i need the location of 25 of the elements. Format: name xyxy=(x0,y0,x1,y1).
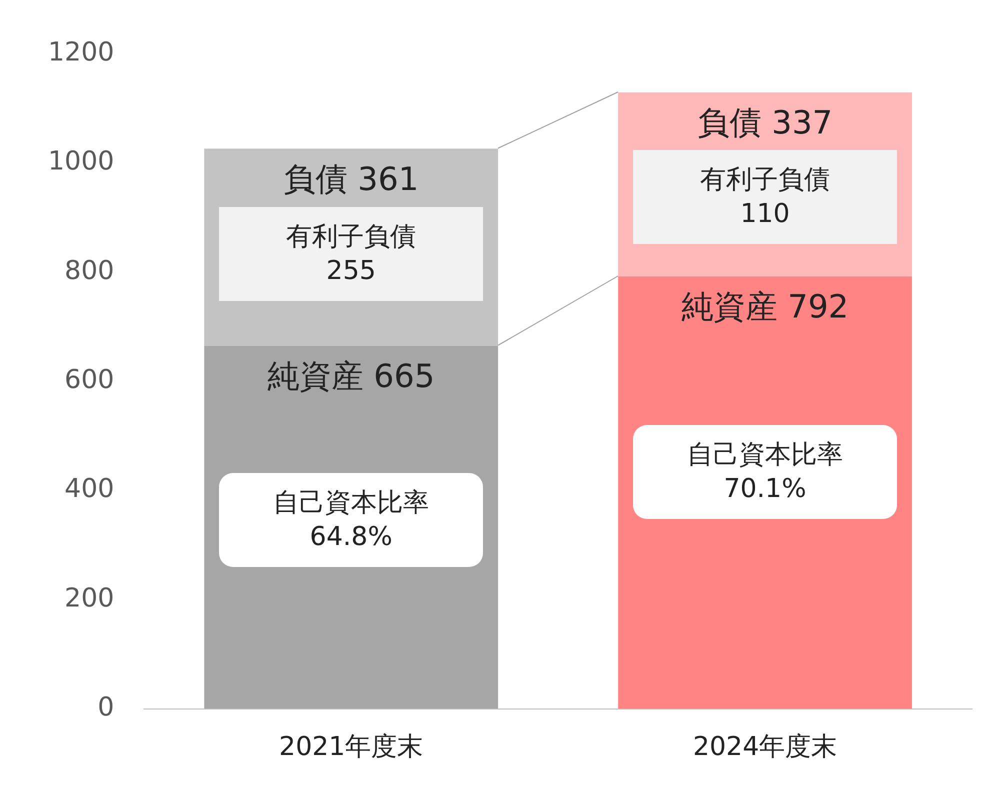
series-label: 負債 xyxy=(284,160,358,198)
text: 負債 xyxy=(697,104,762,142)
y-tick-label: 0 xyxy=(98,692,114,723)
data-label: 361 xyxy=(358,160,419,198)
y-tick-label: 400 xyxy=(64,474,114,504)
note-box: 自己資本比率 70.1% xyxy=(632,424,898,519)
note-box: 有利子負債 110 xyxy=(632,150,898,244)
data-label: 337 xyxy=(772,104,833,142)
note-box: 有利子負債 255 xyxy=(218,206,484,301)
x-tick-label: 2021年度末 xyxy=(279,732,424,762)
y-tick-label: 800 xyxy=(64,256,114,286)
annotation: 有利子負債 110 xyxy=(700,164,830,232)
y-tick-label: 200 xyxy=(64,583,114,614)
note-box: 自己資本比率 64.8% xyxy=(218,473,484,568)
data-label: 665 xyxy=(374,357,435,396)
legend-label: 純資産 xyxy=(681,288,788,326)
annotation: 自己資本比率 70.1% xyxy=(687,438,844,506)
x-tick-label: 2024年度末 xyxy=(692,732,838,762)
y-tick-label: 1200 xyxy=(48,37,114,68)
data-label: 792 xyxy=(788,288,849,326)
y-tick-label: 600 xyxy=(64,364,114,395)
annotation: 自己資本比率 64.8% xyxy=(273,487,430,554)
text: 純資産 xyxy=(268,357,364,396)
annotation: 有利子負債 255 xyxy=(286,220,416,288)
y-tick-label: 1000 xyxy=(48,146,114,177)
